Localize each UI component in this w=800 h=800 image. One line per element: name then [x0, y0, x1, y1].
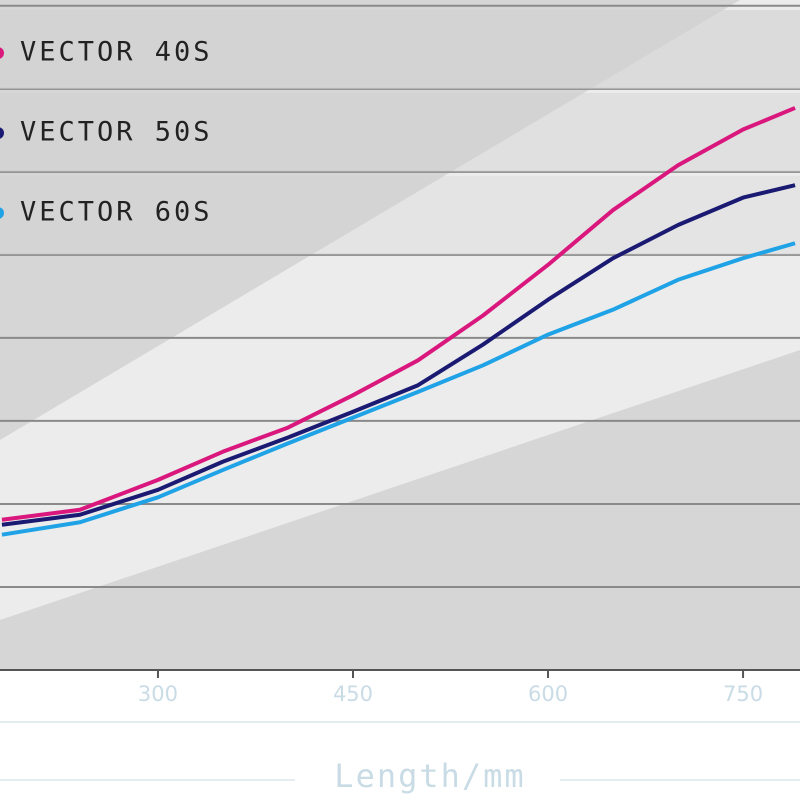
legend-marker	[0, 207, 4, 219]
x-axis-label: Length/mm	[334, 757, 525, 795]
series-line	[1, 106, 796, 522]
diagonal-band	[0, 0, 800, 620]
x-tick-label: 450	[333, 682, 373, 706]
legend-label: VECTOR 50S	[20, 117, 213, 148]
series-line	[1, 183, 796, 527]
legend-band	[0, 10, 800, 89]
legend-marker	[0, 47, 4, 59]
legend-label: VECTOR 40S	[20, 37, 213, 68]
legend-band	[0, 176, 800, 255]
legend-band	[0, 93, 800, 172]
x-tick-label: 750	[723, 682, 763, 706]
x-tick-label: 300	[138, 682, 178, 706]
x-tick-label: 600	[528, 682, 568, 706]
series-line	[1, 241, 796, 537]
legend-label: VECTOR 60S	[20, 197, 213, 228]
legend-marker	[0, 127, 4, 139]
